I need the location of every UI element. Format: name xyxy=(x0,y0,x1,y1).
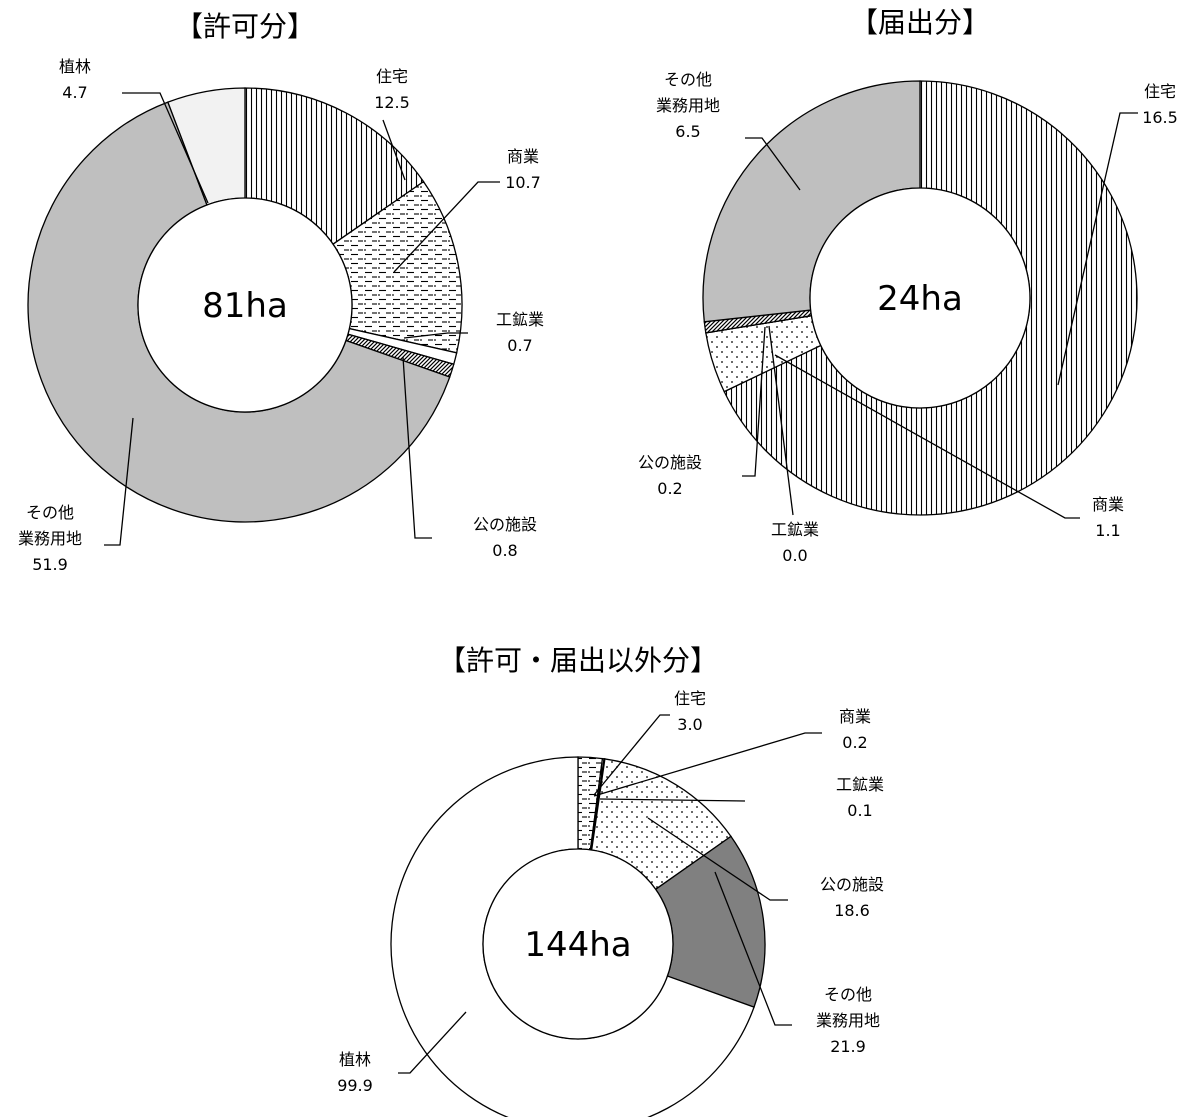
leader-line-housing xyxy=(382,119,406,181)
leader-line-commerce xyxy=(593,732,822,797)
data-label-afforestation: 植林 99.9 xyxy=(337,1050,373,1095)
data-label-other-business-land: その他業務用地 21.9 xyxy=(816,985,880,1056)
leader-line-afforestation xyxy=(122,92,209,204)
donut-hole xyxy=(809,187,1031,409)
leader-line-public-facility xyxy=(647,817,788,901)
leader-line-other-business-land xyxy=(104,417,134,546)
data-label-housing: 住宅 16.5 xyxy=(1142,82,1178,127)
leader-line-housing xyxy=(593,714,670,796)
leader-line-public-facility xyxy=(402,356,432,539)
data-label-afforestation: 植林 4.7 xyxy=(59,57,91,102)
chart-title: 【届出分】 xyxy=(850,6,990,39)
other-donut-chart: 【許可・届出以外分】 144ha 住宅 3.0 商業 0.2 工鉱業 0.1 公の施設 18.6 そ… xyxy=(337,644,884,1117)
data-label-public-facility: 公の施設 18.6 xyxy=(820,875,884,920)
leader-line-commerce xyxy=(774,354,1080,519)
notification-donut-chart: 【届出分】 24ha 住宅 16.5 商業 1.1 工鉱業 0.0 公の施設 0.2 その他業務用地… xyxy=(638,6,1178,565)
leader-line-industry xyxy=(768,325,794,516)
data-label-commerce: 商業 10.7 xyxy=(505,147,541,192)
data-label-housing: 住宅 3.0 xyxy=(674,689,706,734)
leader-line-other-business-land xyxy=(745,137,801,191)
chart-title: 【許可・届出以外分】 xyxy=(438,644,718,677)
data-label-public-facility: 公の施設 0.8 xyxy=(473,515,537,560)
chart-title: 【許可分】 xyxy=(175,10,315,43)
leader-line-afforestation xyxy=(398,1011,467,1074)
data-label-industry: 工鉱業 0.1 xyxy=(836,775,884,820)
leader-line-commerce xyxy=(393,181,500,273)
permit-donut-chart: 【許可分】 81ha 住宅 12.5 商業 10.7 工鉱業 0.7 公の施設 0.8 その他業務用… xyxy=(18,10,544,574)
data-label-industry: 工鉱業 0.0 xyxy=(771,520,819,565)
data-label-public-facility: 公の施設 0.2 xyxy=(638,453,702,498)
leader-line-public-facility xyxy=(742,326,766,477)
leader-line-industry xyxy=(599,798,746,802)
leader-line-industry xyxy=(403,332,468,339)
data-label-industry: 工鉱業 0.7 xyxy=(496,310,544,355)
data-label-commerce: 商業 0.2 xyxy=(839,707,871,752)
donut-hole xyxy=(482,848,674,1040)
leader-line-housing xyxy=(1057,112,1138,386)
leader-line-other-business-land xyxy=(714,871,792,1026)
data-label-other-business-land: その他業務用地 51.9 xyxy=(18,503,82,574)
center-total-label: 24ha xyxy=(877,279,963,319)
data-label-commerce: 商業 1.1 xyxy=(1092,495,1124,540)
center-total-label: 144ha xyxy=(524,925,631,965)
data-label-other-business-land: その他業務用地 6.5 xyxy=(656,70,720,141)
donut-hole xyxy=(137,197,353,413)
center-total-label: 81ha xyxy=(202,286,288,326)
data-label-housing: 住宅 12.5 xyxy=(374,67,410,112)
